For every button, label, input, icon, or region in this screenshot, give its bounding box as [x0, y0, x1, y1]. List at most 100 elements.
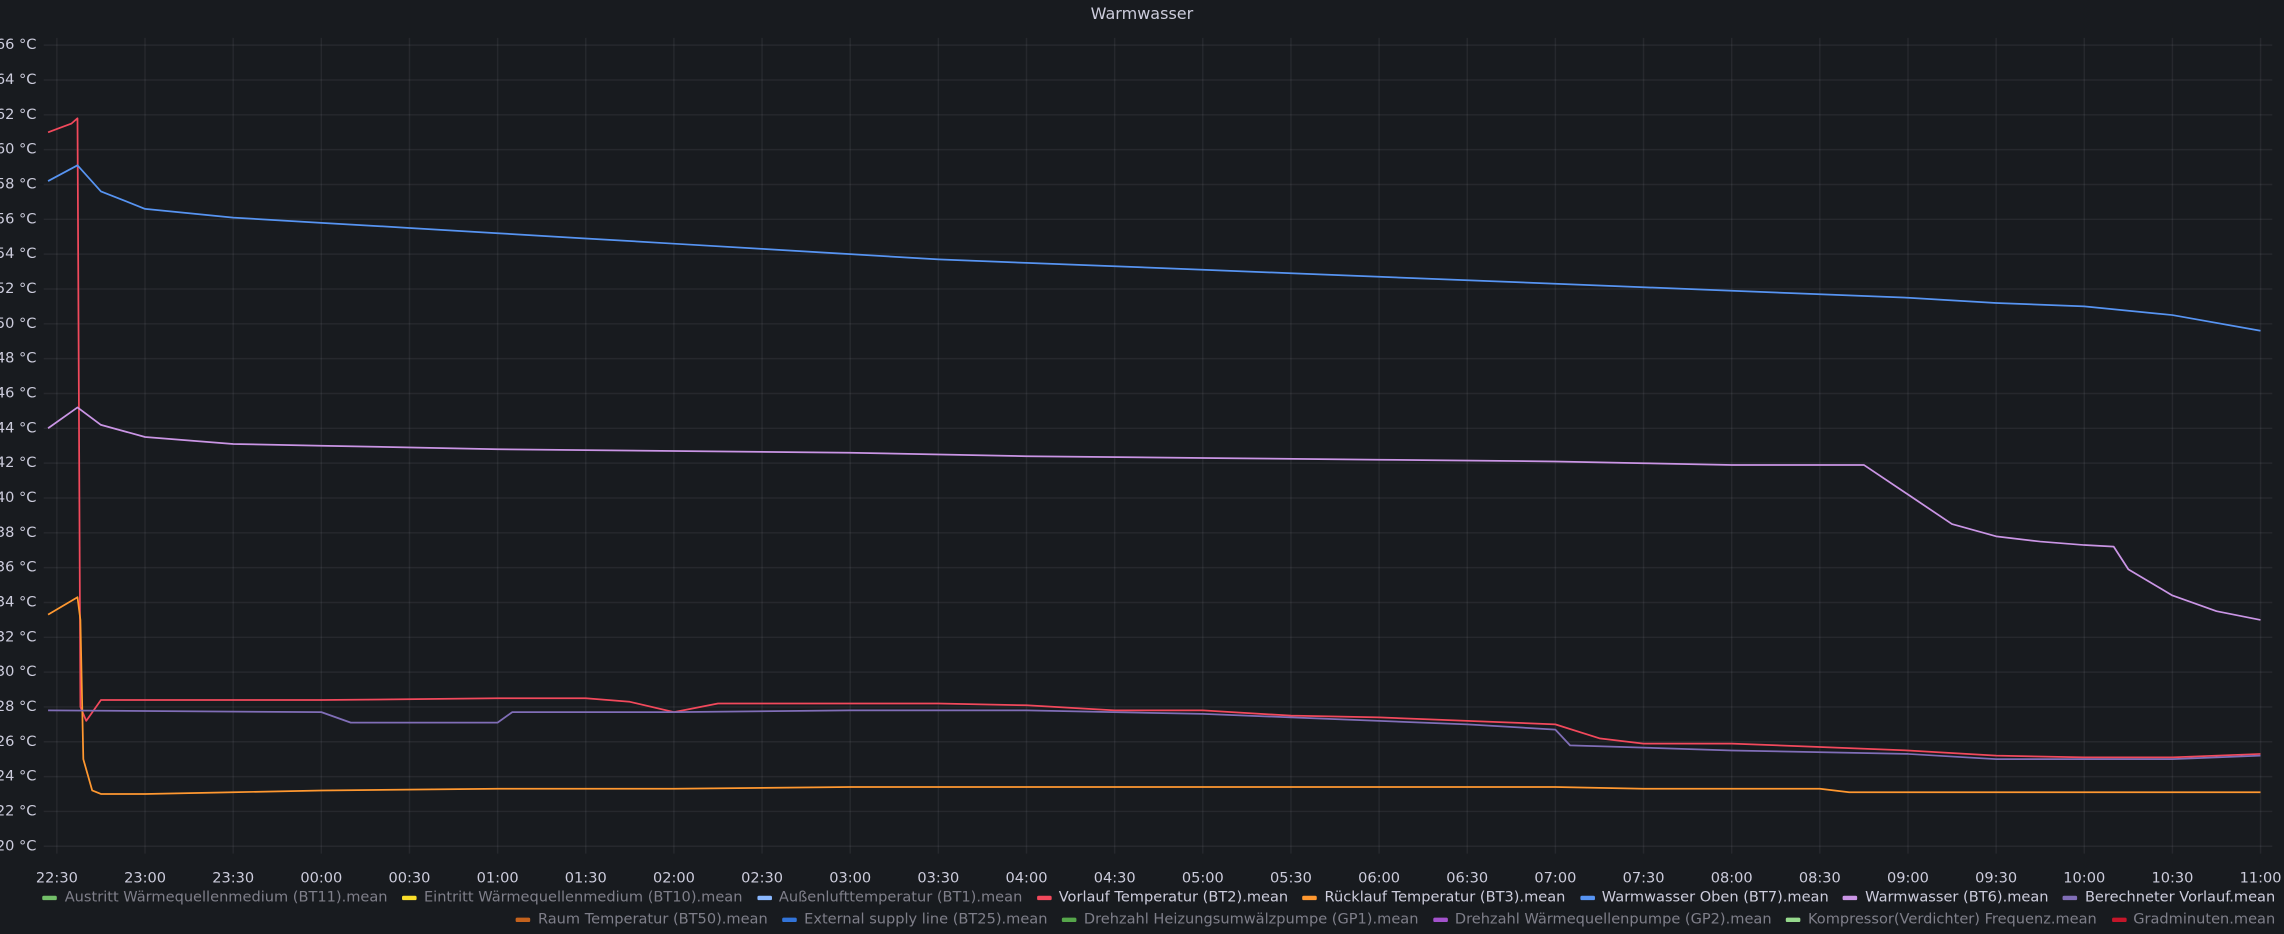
legend-swatch — [782, 917, 797, 923]
series-line — [47, 596, 2261, 795]
x-tick-label: 02:30 — [741, 869, 783, 882]
x-tick-label: 09:30 — [1975, 869, 2017, 882]
y-tick-label: 32 °C — [0, 628, 36, 645]
legend-item[interactable]: External supply line (BT25).mean — [782, 910, 1047, 929]
legend-item[interactable]: Warmwasser Oben (BT7).mean — [1579, 889, 1829, 908]
y-tick-label: 66 °C — [0, 36, 36, 53]
y-tick-label: 54 °C — [0, 245, 36, 262]
x-tick-label: 01:00 — [477, 869, 519, 882]
legend-swatch — [1843, 895, 1858, 901]
x-tick-label: 08:30 — [1799, 869, 1841, 882]
y-tick-label: 36 °C — [0, 559, 36, 576]
x-tick-label: 07:30 — [1623, 869, 1665, 882]
x-tick-label: 11:00 — [2240, 869, 2282, 882]
legend-item[interactable]: Gradminuten.mean — [2111, 910, 2275, 929]
legend-item[interactable]: Vorlauf Temperatur (BT2).mean — [1036, 889, 1289, 908]
y-tick-label: 42 °C — [0, 454, 36, 471]
y-tick-label: 64 °C — [0, 71, 36, 88]
legend-item[interactable]: Raum Temperatur (BT50).mean — [516, 910, 768, 929]
legend-item[interactable]: Drehzahl Heizungsumwälzpumpe (GP1).mean — [1062, 910, 1418, 929]
series-line — [48, 709, 2261, 761]
y-tick-label: 50 °C — [0, 315, 36, 332]
x-tick-label: 04:30 — [1094, 869, 1136, 882]
x-tick-label: 03:30 — [917, 869, 959, 882]
y-tick-label: 28 °C — [0, 698, 36, 715]
legend-swatch — [757, 895, 772, 901]
y-tick-label: 30 °C — [0, 663, 36, 680]
legend-swatch — [1432, 917, 1448, 923]
legend-item[interactable]: Kompressor(Verdichter) Frequenz.mean — [1786, 910, 2097, 929]
legend-label: Berechneter Vorlauf.mean — [2084, 889, 2276, 907]
y-tick-label: 58 °C — [0, 175, 36, 192]
legend-swatch — [1302, 895, 1318, 901]
y-tick-label: 22 °C — [0, 802, 36, 819]
legend: Austritt Wärmequellenmedium (BT11).mean E… — [9, 889, 2275, 930]
y-tick-label: 48 °C — [0, 350, 36, 367]
y-tick-label: 40 °C — [0, 489, 36, 506]
legend-label: Eintritt Wärmequellenmedium (BT10).mean — [423, 889, 743, 907]
x-tick-label: 05:00 — [1182, 869, 1224, 882]
legend-item[interactable]: Austritt Wärmequellenmedium (BT11).mean — [42, 889, 388, 908]
legend-swatch — [1579, 895, 1595, 901]
x-tick-label: 02:00 — [653, 869, 695, 882]
series-line — [47, 406, 2261, 621]
x-tick-label: 10:30 — [2151, 869, 2193, 882]
legend-item[interactable]: Berechneter Vorlauf.mean — [2063, 889, 2275, 908]
x-tick-label: 23:00 — [124, 869, 166, 882]
x-tick-label: 00:00 — [300, 869, 342, 882]
x-tick-label: 10:00 — [2063, 869, 2105, 882]
y-tick-label: 38 °C — [0, 524, 36, 541]
legend-swatch — [516, 917, 531, 923]
legend-label: Drehzahl Heizungsumwälzpumpe (GP1).mean — [1083, 911, 1419, 928]
y-tick-label: 52 °C — [0, 280, 36, 297]
legend-label: Rücklauf Temperatur (BT3).mean — [1324, 889, 1566, 907]
x-tick-label: 05:30 — [1270, 869, 1312, 882]
x-tick-label: 09:00 — [1887, 869, 1929, 882]
series-line — [47, 117, 2261, 759]
y-tick-label: 60 °C — [0, 141, 36, 158]
x-tick-label: 08:00 — [1711, 869, 1753, 882]
chart: Warmwasser 20 °C 22 °C 24 °C 26 °C 28 °C 30 °… — [0, 4, 2282, 886]
legend-swatch — [1036, 895, 1052, 901]
legend-label: External supply line (BT25).mean — [804, 911, 1048, 928]
y-tick-label: 62 °C — [0, 106, 36, 123]
x-tick-label: 03:00 — [829, 869, 871, 882]
legend-swatch — [1062, 917, 1077, 923]
x-tick-label: 06:30 — [1446, 869, 1488, 882]
x-tick-label: 01:30 — [565, 869, 607, 882]
legend-label: Austritt Wärmequellenmedium (BT11).mean — [64, 889, 388, 907]
legend-item[interactable]: Außenlufttemperatur (BT1).mean — [757, 889, 1022, 908]
plot — [47, 117, 2261, 795]
x-tick-label: 22:30 — [36, 869, 78, 882]
legend-swatch — [42, 895, 58, 901]
y-tick-label: 34 °C — [0, 593, 36, 610]
x-tick-label: 00:30 — [389, 869, 431, 882]
legend-swatch — [2063, 895, 2078, 901]
legend-label: Warmwasser Oben (BT7).mean — [1601, 889, 1829, 907]
legend-swatch — [2111, 917, 2126, 923]
legend-label: Außenlufttemperatur (BT1).mean — [778, 889, 1023, 907]
legend-item[interactable]: Rücklauf Temperatur (BT3).mean — [1302, 889, 1566, 908]
x-tick-label: 04:00 — [1006, 869, 1048, 882]
legend-item[interactable]: Eintritt Wärmequellenmedium (BT10).mean — [402, 889, 742, 908]
legend-item[interactable]: Drehzahl Wärmequellenpumpe (GP2).mean — [1432, 910, 1772, 929]
legend-swatch — [1786, 917, 1801, 923]
y-tick-label: 44 °C — [0, 419, 36, 436]
y-tick-label: 46 °C — [0, 384, 36, 401]
legend-label: Raum Temperatur (BT50).mean — [537, 911, 768, 928]
legend-label: Gradminuten.mean — [2133, 911, 2276, 928]
y-tick-label: 20 °C — [0, 837, 36, 854]
y-tick-label: 56 °C — [0, 210, 36, 227]
y-tick-label: 26 °C — [0, 733, 36, 750]
legend-label: Drehzahl Wärmequellenpumpe (GP2).mean — [1454, 911, 1772, 928]
x-tick-label: 07:00 — [1534, 869, 1576, 882]
y-tick-label: 24 °C — [0, 768, 36, 785]
legend-item[interactable]: Warmwasser (BT6).mean — [1843, 889, 2049, 908]
x-tick-label: 06:00 — [1358, 869, 1400, 882]
legend-label: Kompressor(Verdichter) Frequenz.mean — [1807, 911, 2097, 928]
legend-label: Vorlauf Temperatur (BT2).mean — [1058, 889, 1289, 907]
series-line — [47, 164, 2261, 332]
chart-title: Warmwasser — [1091, 4, 1194, 23]
legend-swatch — [402, 895, 417, 901]
